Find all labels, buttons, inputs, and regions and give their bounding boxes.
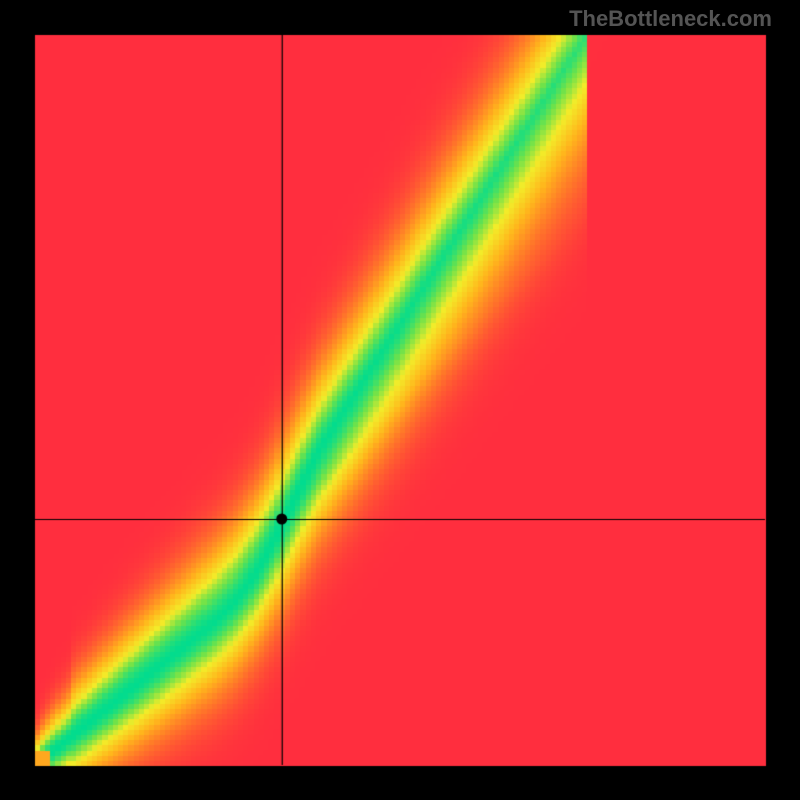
watermark-text: TheBottleneck.com	[569, 6, 772, 32]
bottleneck-heatmap	[0, 0, 800, 800]
